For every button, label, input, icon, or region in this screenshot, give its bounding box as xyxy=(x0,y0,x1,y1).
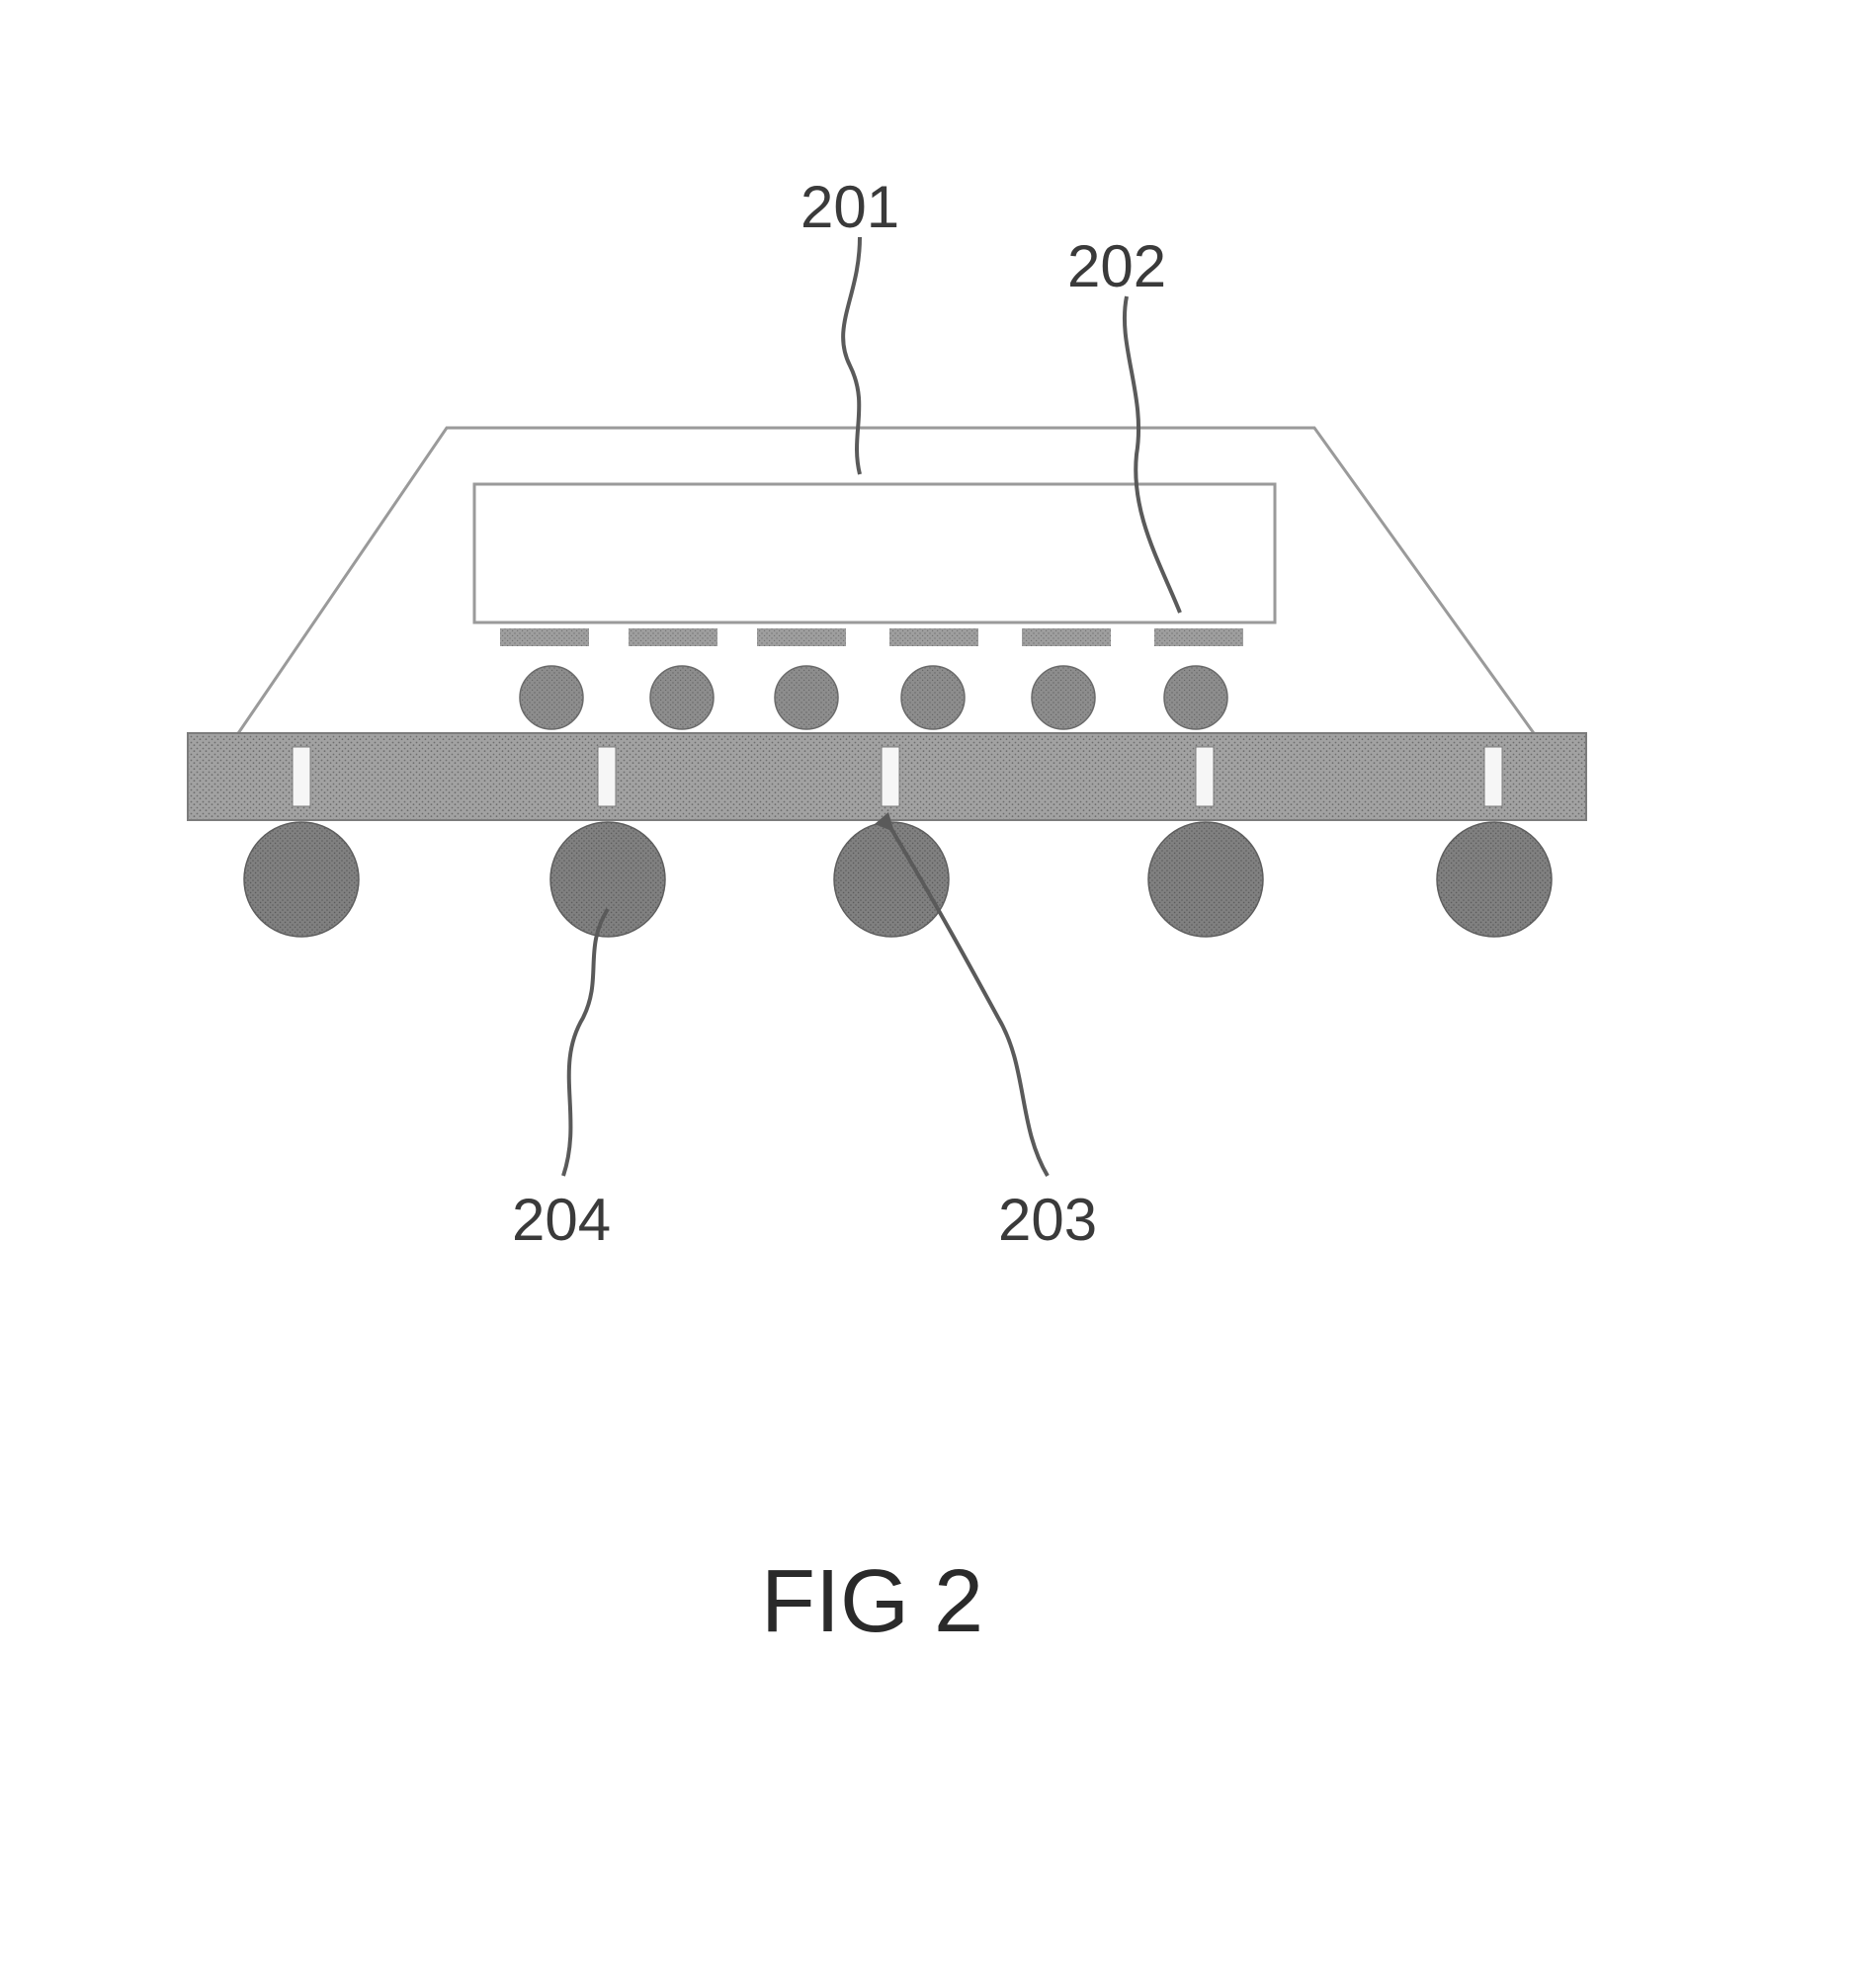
die-pad xyxy=(1022,628,1111,646)
leader-201 xyxy=(843,237,860,474)
bump xyxy=(520,666,583,729)
solder-ball xyxy=(550,822,665,937)
figure-canvas: 201 202 203 204 FIG 2 xyxy=(0,0,1853,1988)
via xyxy=(1484,747,1502,806)
die-pad xyxy=(629,628,717,646)
bump xyxy=(1164,666,1227,729)
leader-204 xyxy=(563,909,608,1176)
die-pad xyxy=(757,628,846,646)
via xyxy=(1196,747,1214,806)
die-pad xyxy=(1154,628,1243,646)
solder-ball xyxy=(244,822,359,937)
label-202: 202 xyxy=(1067,232,1166,300)
solder-ball xyxy=(1148,822,1263,937)
solder-ball xyxy=(834,822,949,937)
via xyxy=(882,747,899,806)
bumps-202 xyxy=(520,666,1227,729)
die-pads xyxy=(500,628,1243,646)
via xyxy=(598,747,616,806)
bump xyxy=(1032,666,1095,729)
die-pad xyxy=(889,628,978,646)
via xyxy=(293,747,310,806)
label-204: 204 xyxy=(512,1186,611,1254)
figure-caption: FIG 2 xyxy=(761,1551,983,1653)
label-203: 203 xyxy=(998,1186,1097,1254)
label-201: 201 xyxy=(800,173,899,241)
diagram-svg xyxy=(0,0,1853,1988)
bump xyxy=(650,666,714,729)
die-pad xyxy=(500,628,589,646)
bump xyxy=(775,666,838,729)
solder-ball xyxy=(1437,822,1552,937)
bump xyxy=(901,666,965,729)
